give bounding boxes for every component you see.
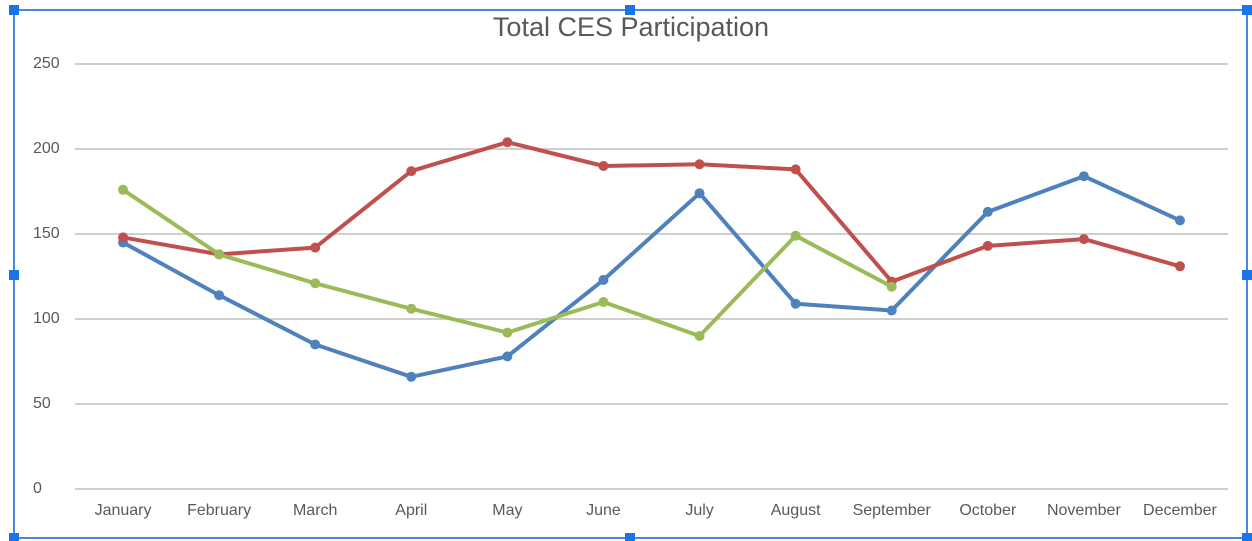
data-point [694,159,705,170]
data-point [694,188,705,199]
data-point [598,274,609,285]
data-point [982,206,993,217]
y-tick-label: 50 [33,395,51,412]
x-tick-label: April [395,502,427,519]
data-point [406,371,417,382]
data-point [310,339,321,350]
data-point [1078,171,1089,182]
series-line [122,140,1181,284]
x-tick-label: July [685,502,713,519]
x-tick-label: February [187,502,251,519]
selection-handles[interactable] [9,5,1252,541]
x-tick-label: March [293,502,337,519]
data-point [502,137,513,148]
data-point [502,351,513,362]
selection-frame[interactable] [13,9,1248,539]
data-point [214,249,225,260]
y-tick-label: 150 [33,225,60,242]
x-tick-label: December [1143,502,1217,519]
data-point [790,230,801,241]
chart-title: Total CES Participation [493,12,769,42]
x-tick-label: October [959,502,1017,519]
data-point [1174,261,1185,272]
data-point [694,331,705,341]
data-point [1078,234,1089,245]
y-tick-label: 200 [33,140,60,157]
y-tick-label: 0 [33,480,42,497]
x-tick-label: November [1047,502,1121,519]
x-tick-label: May [492,502,522,519]
data-point [310,242,321,253]
x-tick-label: January [95,502,152,519]
data-point [214,290,225,301]
y-tick-label: 250 [33,55,60,72]
data-point [886,281,897,292]
y-tick-label: 100 [33,310,60,327]
x-tick-label: August [771,502,821,519]
data-point [502,327,513,338]
data-point [886,305,897,316]
data-point [598,297,609,307]
data-point [406,303,417,314]
data-point [1174,215,1185,226]
data-point [310,278,321,289]
data-point [790,298,801,309]
data-point [118,184,129,195]
x-tick-label: June [586,502,621,519]
data-point [598,161,609,171]
data-point [790,164,801,175]
data-point [118,232,129,243]
data-point [982,240,993,251]
data-point [406,166,417,177]
x-tick-label: September [853,502,932,519]
series-line [122,174,1181,379]
